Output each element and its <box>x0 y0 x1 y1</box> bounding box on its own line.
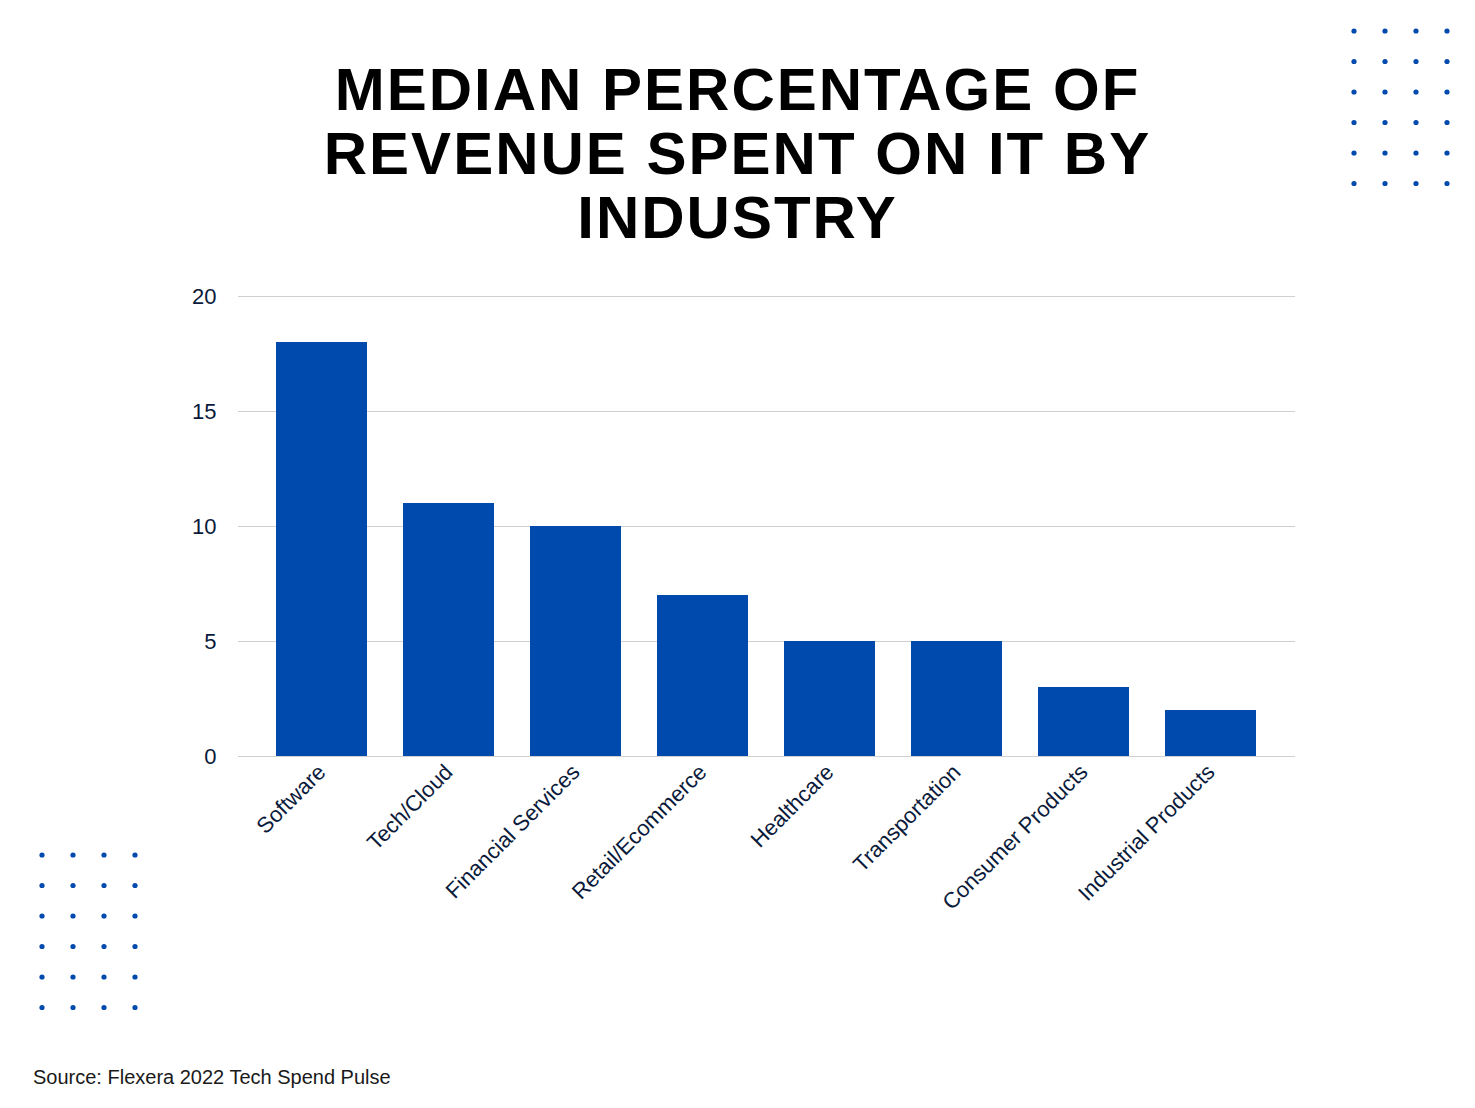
svg-text:Software: Software <box>251 759 330 838</box>
svg-text:Tech/Cloud: Tech/Cloud <box>362 759 458 855</box>
svg-text:0: 0 <box>204 744 216 769</box>
svg-text:20: 20 <box>192 284 216 309</box>
svg-text:5: 5 <box>204 629 216 654</box>
svg-text:Retail/Ecommerce: Retail/Ecommerce <box>567 759 712 904</box>
svg-text:10: 10 <box>192 514 216 539</box>
svg-text:15: 15 <box>192 399 216 424</box>
html-text:MEDIAN PERCENTAGE OF REVENUE S: MEDIAN PERCENTAGE OF REVENUE SPENT ON IT… <box>323 56 1152 251</box>
svg-text:Consumer Products: Consumer Products <box>937 759 1092 914</box>
svg-text:Financial Services: Financial Services <box>441 759 585 903</box>
html-text:Source: Flexera 2022 Tech Spen: Source: Flexera 2022 Tech Spend Pulse <box>33 1066 391 1088</box>
svg-text:Transportation: Transportation <box>848 759 965 876</box>
svg-text:Healthcare: Healthcare <box>746 759 839 852</box>
svg-text:Industrial Products: Industrial Products <box>1073 759 1220 906</box>
